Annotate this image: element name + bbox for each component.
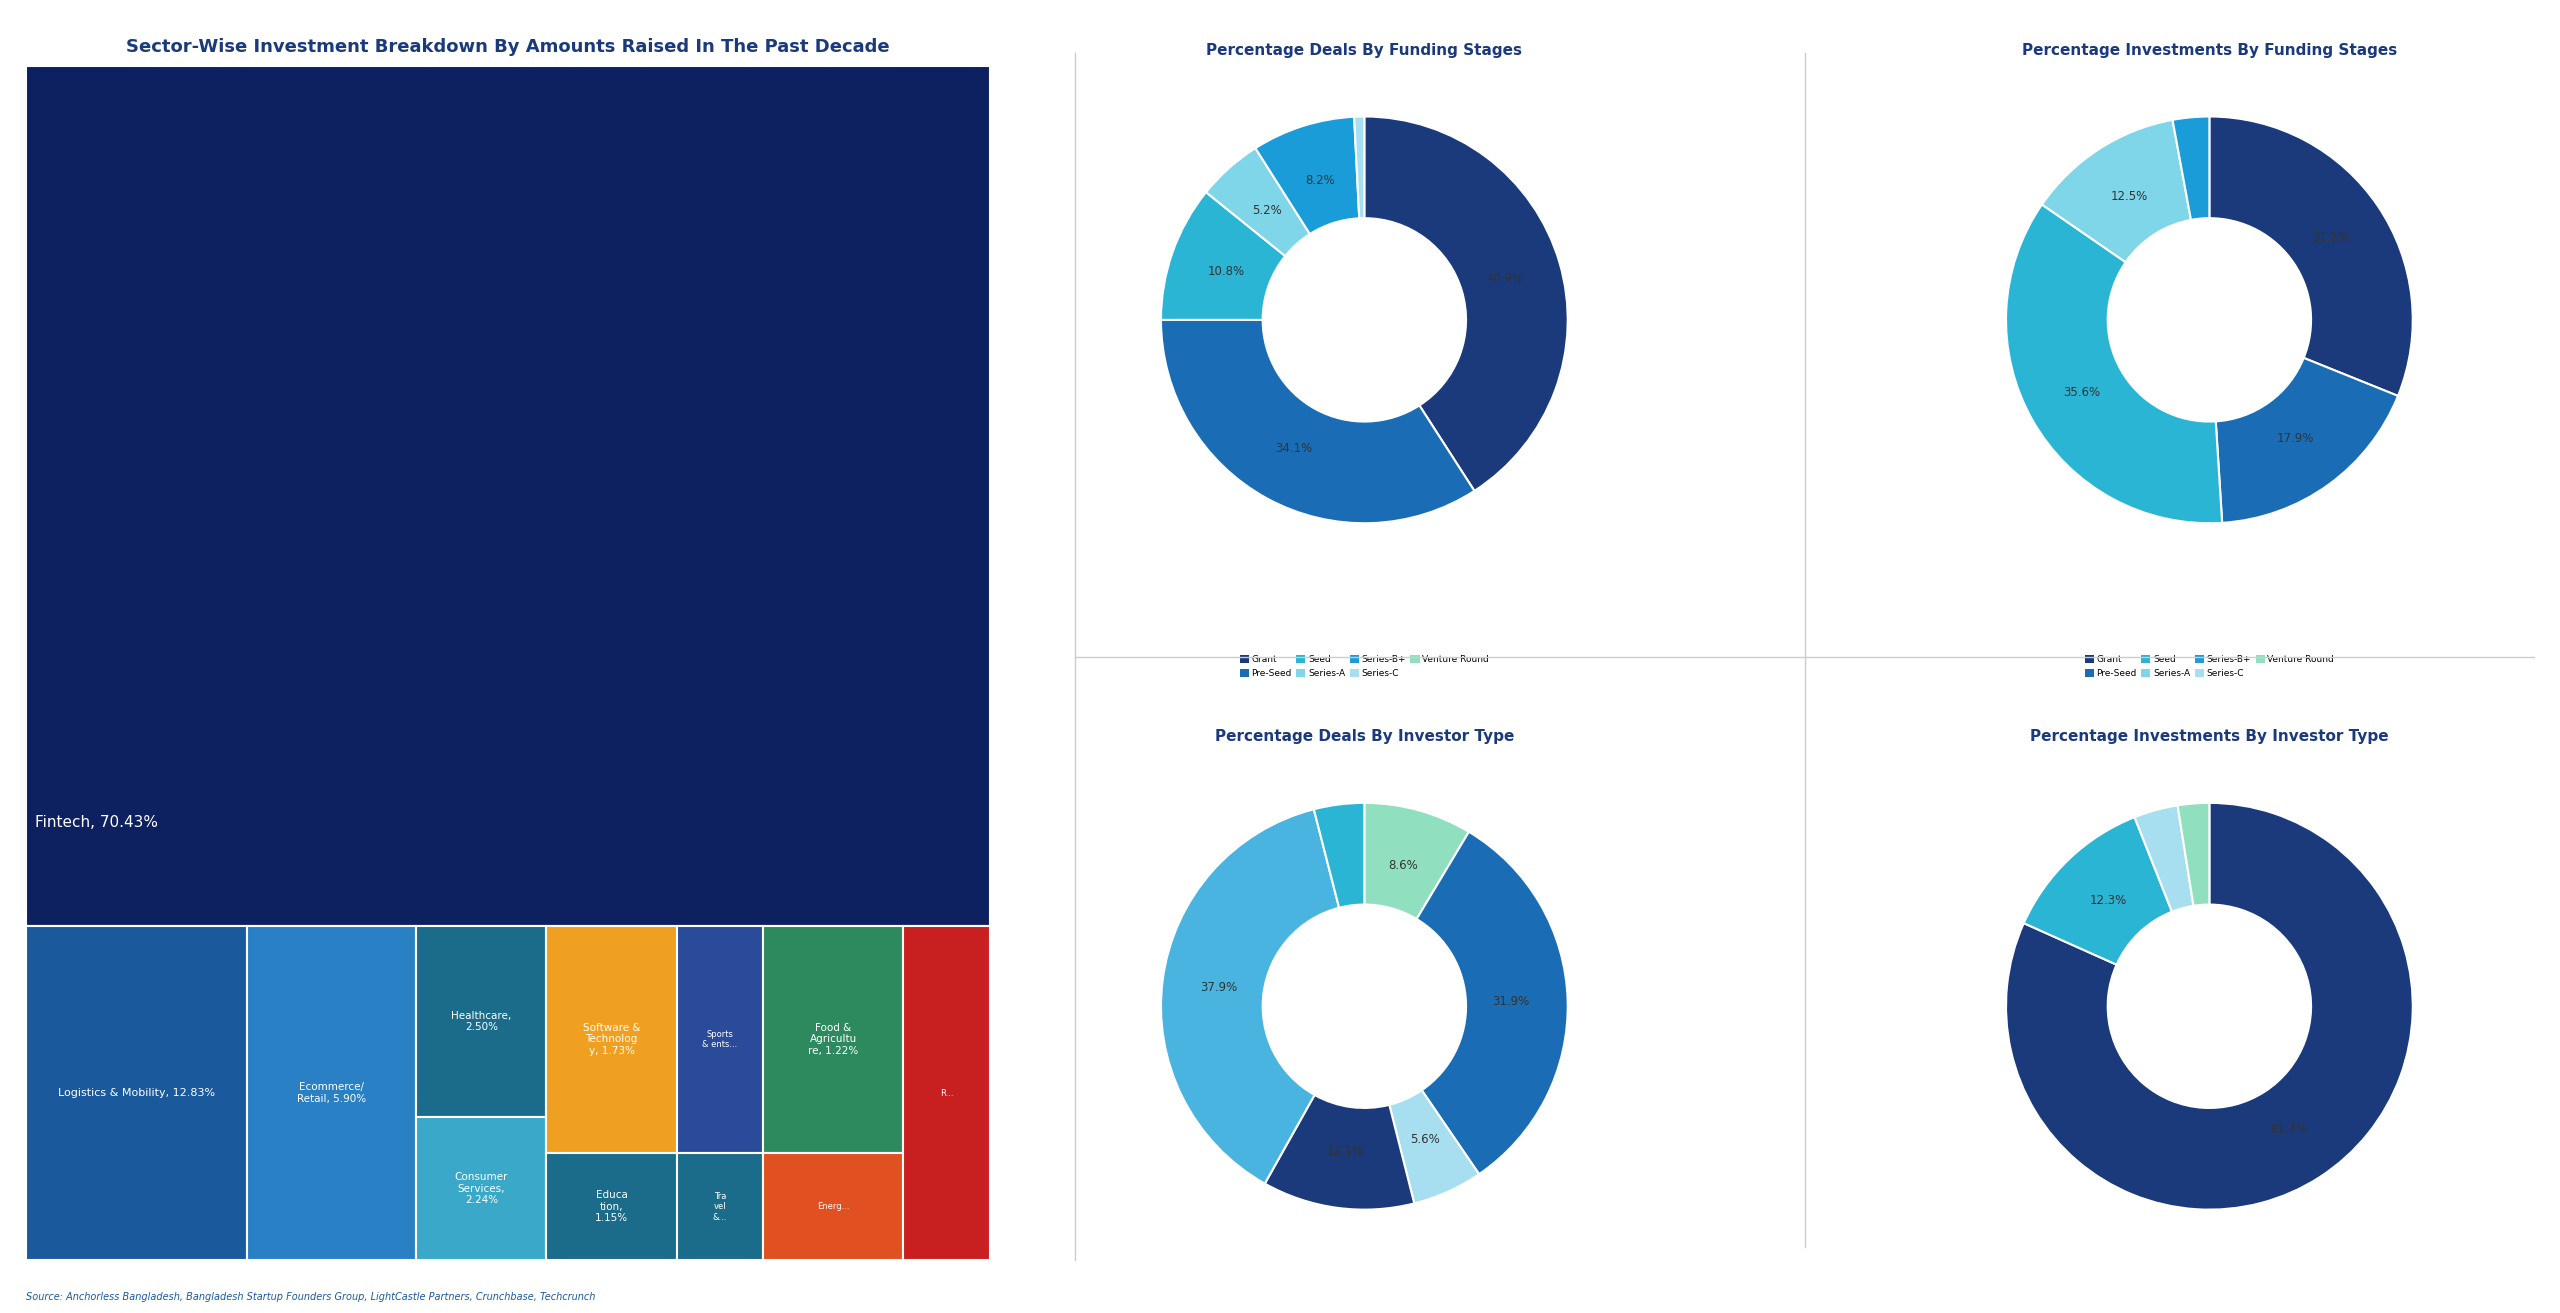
Bar [676,926,763,1153]
Wedge shape [2209,117,2412,397]
Text: Consumer
Services,
2.24%: Consumer Services, 2.24% [456,1173,507,1205]
Bar [26,66,991,926]
Text: Tra
vel
&...: Tra vel &... [712,1192,727,1221]
Text: 35.6%: 35.6% [2063,386,2102,399]
Legend: Grant, Pre-Seed, Seed, Series-A, Series-B+, Series-C, Venture Round: Grant, Pre-Seed, Seed, Series-A, Series-… [2081,651,2337,681]
Text: 31.9%: 31.9% [1492,995,1528,1008]
Wedge shape [2043,119,2191,263]
Text: Food &
Agricultu
re, 1.22%: Food & Agricultu re, 1.22% [809,1023,858,1056]
Text: 12.1%: 12.1% [1326,1145,1364,1158]
Title: Sector-Wise Investment Breakdown By Amounts Raised In The Past Decade: Sector-Wise Investment Breakdown By Amou… [125,38,891,55]
Wedge shape [2007,802,2412,1209]
Text: 12.3%: 12.3% [2089,894,2127,907]
Wedge shape [1313,802,1364,907]
Text: 17.9%: 17.9% [2276,432,2314,445]
Text: 40.9%: 40.9% [1487,272,1523,285]
Text: Sports
& ents...: Sports & ents... [701,1029,737,1049]
Text: Logistics & Mobility, 12.83%: Logistics & Mobility, 12.83% [59,1088,215,1098]
Text: R...: R... [940,1088,952,1098]
Wedge shape [1206,148,1311,256]
Bar [417,1117,545,1260]
Wedge shape [2217,358,2399,523]
Title: Percentage Deals By Funding Stages: Percentage Deals By Funding Stages [1206,42,1523,58]
Text: 5.6%: 5.6% [1411,1133,1439,1146]
Text: 8.6%: 8.6% [1388,859,1418,872]
Bar [676,1153,763,1260]
Wedge shape [1354,117,1364,218]
Text: 8.2%: 8.2% [1306,173,1334,186]
Bar [545,926,676,1153]
Title: Percentage Deals By Investor Type: Percentage Deals By Investor Type [1213,729,1513,744]
Title: Percentage Investments By Investor Type: Percentage Investments By Investor Type [2030,729,2388,744]
Text: 12.5%: 12.5% [2112,190,2148,204]
Wedge shape [1162,192,1285,320]
Legend: Grant, Pre-Seed, Seed, Series-A, Series-B+, Series-C, Venture Round: Grant, Pre-Seed, Seed, Series-A, Series-… [1236,651,1492,681]
Text: Energ...: Energ... [817,1203,850,1211]
Wedge shape [1254,117,1359,234]
Text: Ecommerce/
Retail, 5.90%: Ecommerce/ Retail, 5.90% [297,1082,366,1104]
Bar [763,926,904,1153]
Text: 10.8%: 10.8% [1208,265,1244,277]
Text: Software &
Technolog
y, 1.73%: Software & Technolog y, 1.73% [584,1023,640,1056]
Bar [417,926,545,1117]
Wedge shape [1162,320,1475,524]
Text: 5.2%: 5.2% [1252,204,1283,217]
Wedge shape [1416,832,1567,1174]
Text: 81.7%: 81.7% [2271,1123,2307,1136]
Text: 34.1%: 34.1% [1275,442,1313,454]
Wedge shape [2007,205,2222,524]
Wedge shape [1364,117,1567,491]
Text: Educa
tion,
1.15%: Educa tion, 1.15% [594,1190,627,1224]
Wedge shape [1265,1095,1413,1209]
Wedge shape [1162,809,1339,1183]
Wedge shape [2025,817,2171,965]
Bar [763,1153,904,1260]
Wedge shape [1364,802,1469,919]
Title: Percentage Investments By Funding Stages: Percentage Investments By Funding Stages [2022,42,2396,58]
Bar [545,1153,676,1260]
Wedge shape [1390,1090,1480,1204]
Text: 31.1%: 31.1% [2312,231,2350,244]
Text: Source: Anchorless Bangladesh, Bangladesh Startup Founders Group, LightCastle Pa: Source: Anchorless Bangladesh, Banglades… [26,1292,594,1302]
Wedge shape [2179,802,2209,906]
Bar [904,926,991,1260]
Bar [26,926,248,1260]
Wedge shape [2173,117,2209,219]
Text: Fintech, 70.43%: Fintech, 70.43% [36,815,159,830]
Bar [248,926,417,1260]
Wedge shape [2135,805,2194,911]
Text: Healthcare,
2.50%: Healthcare, 2.50% [451,1011,512,1032]
Text: 37.9%: 37.9% [1201,981,1239,994]
